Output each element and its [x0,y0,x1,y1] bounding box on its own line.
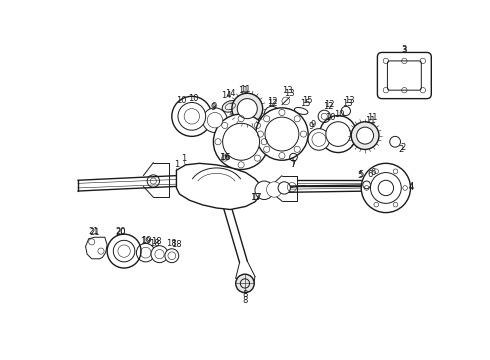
Circle shape [264,106,280,122]
Text: 11: 11 [238,86,248,95]
Polygon shape [176,163,261,210]
Circle shape [151,246,168,263]
Circle shape [357,127,373,144]
Text: 9: 9 [309,122,314,131]
Text: 6: 6 [368,170,373,179]
Text: 10: 10 [188,94,198,103]
Text: 9: 9 [212,102,217,111]
Text: 7: 7 [291,159,296,168]
Text: 6: 6 [371,168,376,177]
Text: 21: 21 [90,228,100,237]
Circle shape [267,182,282,197]
Circle shape [178,103,206,130]
Text: 11: 11 [367,113,377,122]
Text: 10: 10 [176,96,187,105]
Circle shape [361,163,411,213]
Text: 14: 14 [225,89,236,98]
Text: 1: 1 [181,154,187,163]
Text: 19: 19 [140,237,151,246]
Text: 8: 8 [242,290,247,299]
Circle shape [256,108,308,160]
Text: 12: 12 [323,102,333,111]
Text: 18: 18 [167,239,177,248]
Text: 5: 5 [359,170,364,179]
Text: 13: 13 [282,86,293,95]
Text: 2: 2 [399,145,404,154]
Text: 4: 4 [409,182,414,191]
Polygon shape [86,237,107,259]
Text: 10: 10 [325,113,336,122]
Text: 12: 12 [268,97,278,106]
Ellipse shape [294,108,308,114]
Text: 17: 17 [250,193,260,202]
Text: 21: 21 [88,226,98,235]
Circle shape [214,114,269,170]
Text: 12: 12 [324,100,335,109]
Circle shape [265,117,299,151]
Text: 18: 18 [171,240,182,249]
Text: 13: 13 [344,96,355,105]
Text: 10: 10 [335,109,345,118]
Circle shape [107,234,141,268]
Text: 3: 3 [401,45,406,54]
Text: 15: 15 [302,96,313,105]
Text: 20: 20 [115,226,125,235]
Circle shape [326,122,350,147]
Circle shape [237,99,257,119]
Text: 15: 15 [300,99,310,108]
Circle shape [236,274,254,293]
Text: 9: 9 [210,103,215,112]
Text: 5: 5 [358,171,363,180]
Text: 11: 11 [365,116,376,125]
Text: 12: 12 [267,99,277,108]
Text: 13: 13 [284,89,295,98]
Circle shape [222,123,260,160]
Circle shape [113,240,135,262]
Text: 20: 20 [115,228,125,237]
Circle shape [172,96,212,136]
Text: 16: 16 [220,153,231,162]
Circle shape [207,112,222,128]
Text: 11: 11 [240,85,250,94]
Circle shape [351,122,379,149]
Text: 17: 17 [251,193,262,202]
Text: 13: 13 [342,99,353,108]
Text: 8: 8 [242,296,247,305]
Ellipse shape [222,100,239,112]
Text: 9: 9 [311,120,316,129]
Circle shape [308,129,330,150]
Text: 7: 7 [291,160,296,169]
Circle shape [255,181,273,199]
Text: 2: 2 [400,143,405,152]
Text: 14: 14 [221,91,232,100]
Text: 4: 4 [409,184,414,193]
FancyBboxPatch shape [377,53,431,99]
Text: 3: 3 [402,46,407,55]
FancyBboxPatch shape [388,61,421,90]
Circle shape [232,93,263,124]
Text: 19: 19 [141,236,152,245]
Text: 1: 1 [174,160,179,169]
Circle shape [278,182,291,194]
Text: 18: 18 [151,237,162,246]
Circle shape [203,108,227,132]
Text: 18: 18 [149,239,160,248]
Circle shape [370,172,401,203]
Circle shape [165,249,179,263]
Circle shape [319,116,357,153]
Text: 16: 16 [219,153,229,162]
